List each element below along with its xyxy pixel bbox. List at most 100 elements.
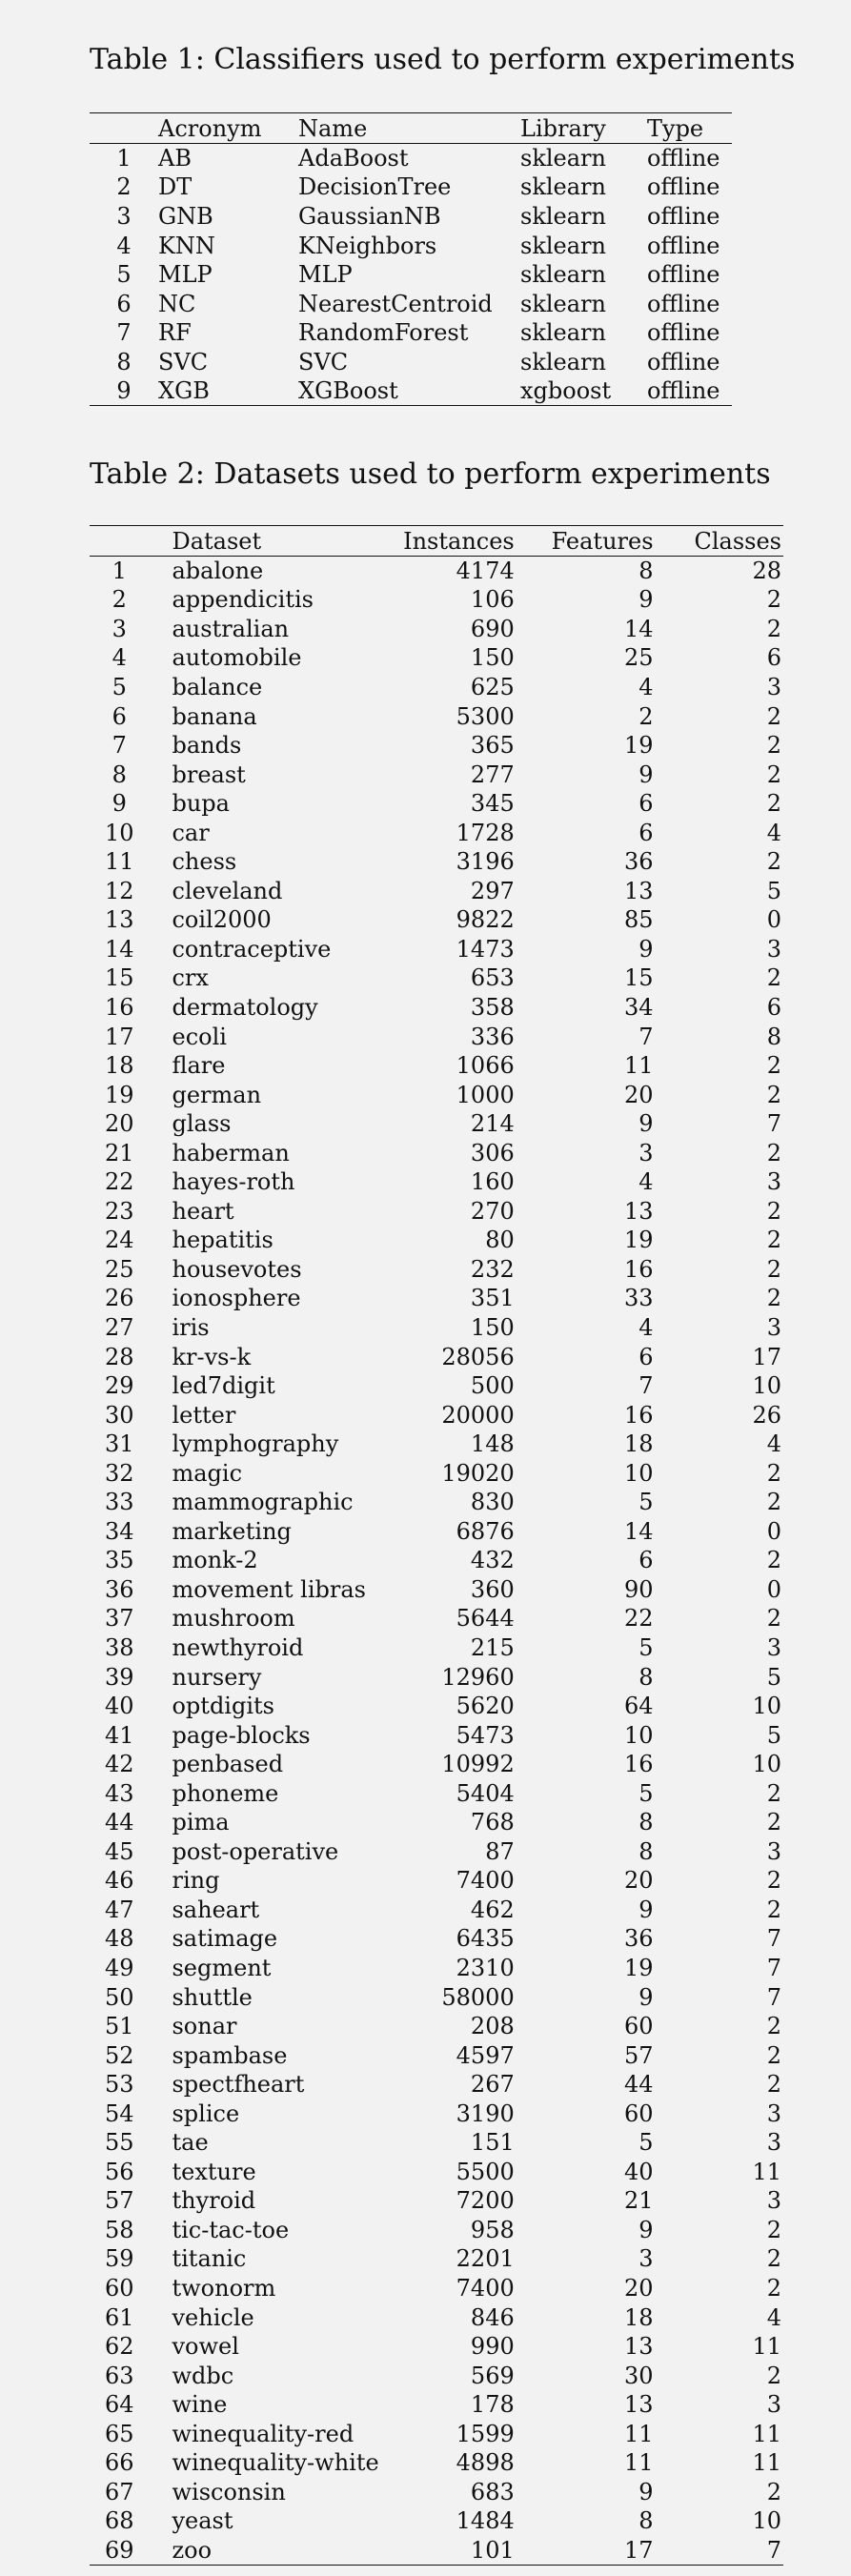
cell-index: 31 bbox=[104, 1430, 134, 1458]
cell-instances: 683 bbox=[470, 2478, 515, 2505]
cell-index: 42 bbox=[104, 1751, 134, 1778]
cell-type: offline bbox=[647, 261, 720, 289]
cell-classes: 2 bbox=[766, 2478, 781, 2505]
cell-features: 57 bbox=[623, 2041, 654, 2069]
table-row: 52 spambase 4597 57 2 bbox=[90, 2040, 783, 2070]
cell-classes: 2 bbox=[766, 2216, 781, 2243]
cell-features: 20 bbox=[623, 1867, 654, 1895]
cell-features: 13 bbox=[623, 2391, 654, 2419]
cell-features: 10 bbox=[623, 1721, 654, 1749]
table-row: 43 phoneme 5404 5 2 bbox=[90, 1778, 783, 1808]
cell-index: 1 bbox=[111, 558, 127, 585]
cell-index: 54 bbox=[104, 2099, 134, 2127]
cell-classes: 3 bbox=[766, 2391, 781, 2419]
cell-instances: 150 bbox=[470, 644, 515, 672]
cell-classes: 2 bbox=[766, 1605, 781, 1633]
cell-features: 11 bbox=[623, 2449, 654, 2477]
cell-type: offline bbox=[647, 377, 720, 405]
table-row: 41 page-blocks 5473 10 5 bbox=[90, 1720, 783, 1750]
cell-instances: 432 bbox=[470, 1547, 515, 1574]
cell-index: 29 bbox=[104, 1372, 134, 1400]
cell-index: 10 bbox=[104, 819, 134, 846]
cell-index: 39 bbox=[104, 1663, 134, 1691]
cell-classes: 2 bbox=[766, 1227, 781, 1254]
cell-features: 6 bbox=[638, 1547, 654, 1574]
cell-library: sklearn bbox=[520, 232, 606, 259]
cell-index: 28 bbox=[104, 1343, 134, 1370]
table-row: 60 twonorm 7400 20 2 bbox=[90, 2274, 783, 2303]
cell-instances: 178 bbox=[470, 2391, 515, 2419]
cell-features: 16 bbox=[623, 1751, 654, 1778]
cell-index: 27 bbox=[104, 1313, 134, 1341]
cell-classes: 2 bbox=[766, 615, 781, 642]
cell-dataset: zoo bbox=[172, 2536, 213, 2564]
cell-acronym: NC bbox=[158, 290, 196, 317]
cell-classes: 0 bbox=[766, 906, 781, 934]
table-row: 5 balance 625 4 3 bbox=[90, 673, 783, 702]
cell-classes: 2 bbox=[766, 1285, 781, 1312]
cell-index: 66 bbox=[104, 2449, 134, 2477]
cell-index: 40 bbox=[104, 1693, 134, 1720]
cell-index: 67 bbox=[104, 2478, 134, 2505]
cell-features: 9 bbox=[638, 1110, 654, 1138]
cell-dataset: german bbox=[172, 1081, 262, 1108]
table-row: 66 winequality-white 4898 11 11 bbox=[90, 2448, 783, 2478]
cell-index: 9 bbox=[111, 790, 127, 818]
cell-dataset: optdigits bbox=[172, 1693, 274, 1720]
cell-features: 22 bbox=[623, 1605, 654, 1633]
cell-index: 59 bbox=[104, 2245, 134, 2273]
cell-instances: 5300 bbox=[456, 702, 515, 730]
table-row: 32 magic 19020 10 2 bbox=[90, 1458, 783, 1488]
cell-features: 36 bbox=[623, 848, 654, 876]
cell-index: 8 bbox=[116, 348, 132, 375]
cell-dataset: kr-vs-k bbox=[172, 1343, 252, 1370]
cell-index: 35 bbox=[104, 1547, 134, 1574]
table-row: 9 bupa 345 6 2 bbox=[90, 789, 783, 819]
cell-index: 65 bbox=[104, 2420, 134, 2447]
cell-classes: 2 bbox=[766, 1459, 781, 1487]
cell-index: 57 bbox=[104, 2187, 134, 2215]
cell-classes: 11 bbox=[752, 2158, 781, 2185]
cell-features: 14 bbox=[623, 1517, 654, 1545]
cell-features: 60 bbox=[623, 2099, 654, 2127]
cell-index: 12 bbox=[104, 877, 134, 904]
table-row: 49 segment 2310 19 7 bbox=[90, 1954, 783, 1983]
cell-name: MLP bbox=[298, 261, 353, 289]
cell-instances: 569 bbox=[470, 2362, 515, 2389]
table1-caption: Table 1: Classifiers used to perform exp… bbox=[90, 43, 796, 76]
header-classes: Classes bbox=[694, 527, 782, 555]
cell-dataset: spectfheart bbox=[172, 2071, 305, 2099]
cell-instances: 214 bbox=[470, 1110, 515, 1138]
cell-features: 6 bbox=[638, 790, 654, 818]
cell-index: 18 bbox=[104, 1052, 134, 1080]
cell-index: 26 bbox=[104, 1285, 134, 1312]
cell-features: 5 bbox=[638, 1779, 654, 1807]
cell-features: 8 bbox=[638, 558, 654, 585]
cell-classes: 2 bbox=[766, 1779, 781, 1807]
table-row: 44 pima 768 8 2 bbox=[90, 1808, 783, 1837]
table-row: 28 kr-vs-k 28056 6 17 bbox=[90, 1342, 783, 1371]
cell-library: sklearn bbox=[520, 261, 606, 289]
cell-dataset: texture bbox=[172, 2158, 256, 2185]
cell-index: 2 bbox=[111, 586, 127, 614]
cell-classes: 2 bbox=[766, 702, 781, 730]
cell-index: 11 bbox=[104, 848, 134, 876]
cell-instances: 160 bbox=[470, 1168, 515, 1196]
cell-dataset: mammographic bbox=[172, 1489, 354, 1516]
cell-index: 13 bbox=[104, 906, 134, 934]
cell-dataset: titanic bbox=[172, 2245, 247, 2273]
table-row: 47 saheart 462 9 2 bbox=[90, 1896, 783, 1925]
table-row: 39 nursery 12960 8 5 bbox=[90, 1662, 783, 1692]
cell-name: SVC bbox=[298, 348, 349, 375]
cell-instances: 106 bbox=[470, 586, 515, 614]
cell-index: 4 bbox=[111, 644, 127, 672]
cell-dataset: led7digit bbox=[172, 1372, 275, 1400]
cell-dataset: movement libras bbox=[172, 1575, 366, 1603]
cell-classes: 3 bbox=[766, 1313, 781, 1341]
table-row: 55 tae 151 5 3 bbox=[90, 2128, 783, 2158]
classifiers-table: Acronym Name Library Type 1 AB AdaBoost skl… bbox=[90, 112, 732, 406]
cell-instances: 3190 bbox=[456, 2099, 515, 2127]
cell-dataset: heart bbox=[172, 1197, 234, 1225]
cell-features: 9 bbox=[638, 935, 654, 963]
cell-classes: 2 bbox=[766, 2013, 781, 2040]
